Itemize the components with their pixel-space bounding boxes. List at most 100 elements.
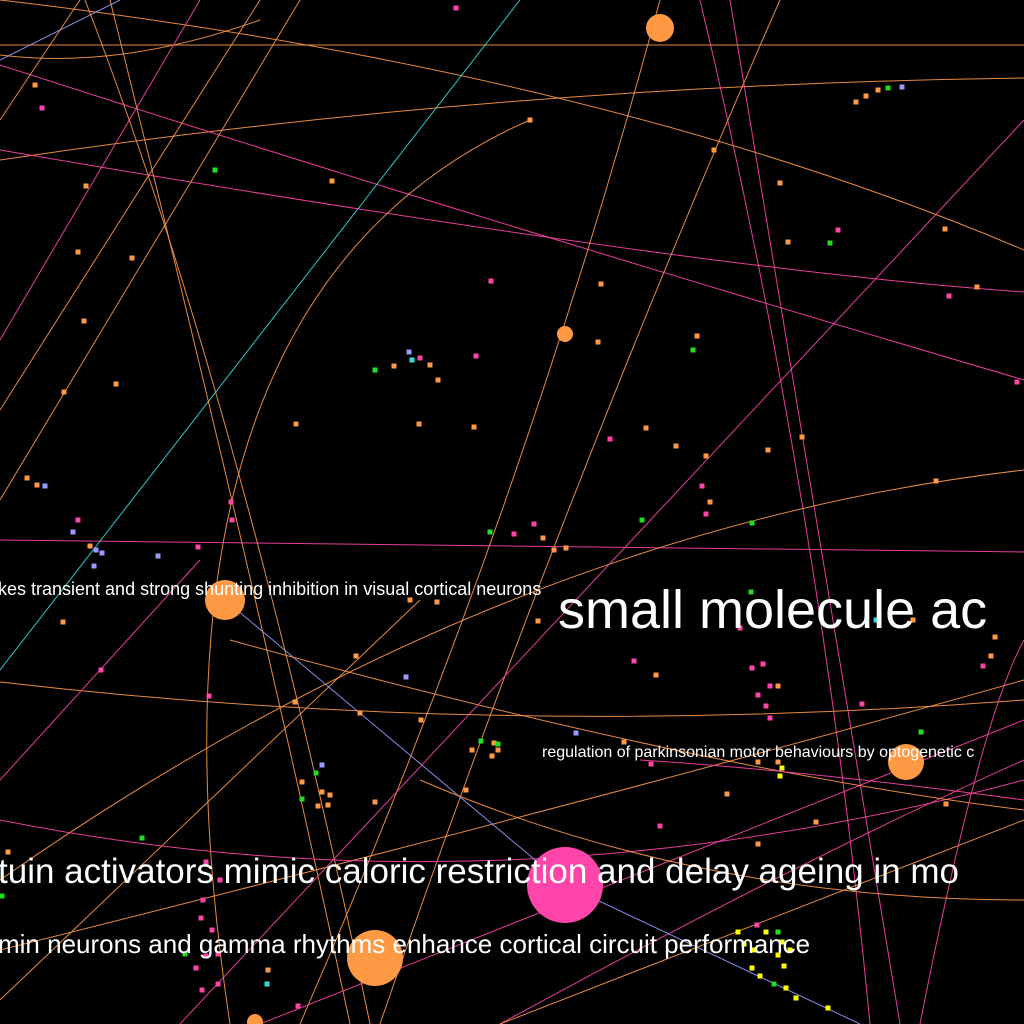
minor-node [988, 653, 994, 659]
minor-node [535, 618, 541, 624]
minor-node [737, 625, 743, 631]
edge [419, 779, 1024, 901]
edge [0, 681, 1024, 717]
minor-node [435, 377, 441, 383]
minor-node [825, 1005, 831, 1011]
minor-node [325, 802, 331, 808]
minor-node [139, 835, 145, 841]
edge [729, 0, 901, 1024]
minor-node [763, 929, 769, 935]
minor-node [353, 653, 359, 659]
minor-node [835, 227, 841, 233]
minor-node [755, 692, 761, 698]
minor-node [631, 658, 637, 664]
minor-node [775, 683, 781, 689]
minor-node [299, 779, 305, 785]
edge [206, 119, 531, 1024]
minor-node [527, 117, 533, 123]
minor-node [418, 717, 424, 723]
minor-node [755, 841, 761, 847]
minor-node [265, 967, 271, 973]
minor-node [755, 759, 761, 765]
minor-node [228, 499, 234, 505]
minor-node [495, 747, 501, 753]
minor-node [406, 349, 412, 355]
edge [0, 149, 1024, 293]
node-a [646, 14, 674, 42]
minor-node [779, 939, 785, 945]
minor-node [198, 915, 204, 921]
edge [0, 539, 1024, 553]
minor-node [763, 703, 769, 709]
edge [639, 759, 1024, 801]
edge [84, 0, 371, 1024]
minor-node [573, 730, 579, 736]
minor-node [875, 87, 881, 93]
minor-node [488, 278, 494, 284]
minor-node [787, 947, 793, 953]
minor-node [471, 424, 477, 430]
minor-node [777, 773, 783, 779]
minor-node [707, 499, 713, 505]
edge [0, 19, 261, 59]
minor-node [551, 547, 557, 553]
minor-node [319, 789, 325, 795]
minor-node [765, 447, 771, 453]
edge [0, 77, 1024, 161]
edge [499, 759, 1024, 1024]
minor-node [793, 995, 799, 1001]
minor-node [203, 953, 209, 959]
minor-node [598, 281, 604, 287]
minor-node [783, 985, 789, 991]
minor-node [463, 787, 469, 793]
minor-node [775, 759, 781, 765]
minor-node [607, 436, 613, 442]
label-gamma-rhythms: min neurons and gamma rhythms enhance co… [0, 929, 810, 959]
minor-node [653, 672, 659, 678]
node-g [247, 1014, 263, 1024]
minor-node [417, 355, 423, 361]
minor-node [39, 105, 45, 111]
edge [0, 0, 81, 121]
minor-node [873, 617, 879, 623]
minor-node [531, 521, 537, 527]
minor-node [621, 739, 627, 745]
edge [0, 679, 1024, 951]
edge [0, 64, 1024, 381]
minor-node [724, 791, 730, 797]
minor-node [673, 443, 679, 449]
minor-node [657, 823, 663, 829]
minor-node [87, 543, 93, 549]
minor-node [416, 421, 422, 427]
minor-node [511, 531, 517, 537]
minor-node [785, 239, 791, 245]
minor-node [327, 792, 333, 798]
minor-node [495, 741, 501, 747]
minor-node [319, 762, 325, 768]
edge [224, 599, 566, 886]
minor-node [648, 761, 654, 767]
minor-node [357, 710, 363, 716]
minor-node [595, 339, 601, 345]
minor-node [83, 183, 89, 189]
minor-node [767, 715, 773, 721]
minor-node [200, 897, 206, 903]
minor-node [61, 389, 67, 395]
minor-node [195, 544, 201, 550]
edge [564, 884, 861, 1024]
minor-node [215, 951, 221, 957]
minor-node [885, 85, 891, 91]
minor-node [299, 796, 305, 802]
minor-node [478, 738, 484, 744]
minor-node [264, 981, 270, 987]
edge [0, 0, 261, 411]
minor-node [229, 517, 235, 523]
minor-node [81, 318, 87, 324]
minor-node [974, 284, 980, 290]
minor-node [93, 547, 99, 553]
minor-node [453, 5, 459, 11]
minor-node [863, 93, 869, 99]
minor-node [42, 483, 48, 489]
